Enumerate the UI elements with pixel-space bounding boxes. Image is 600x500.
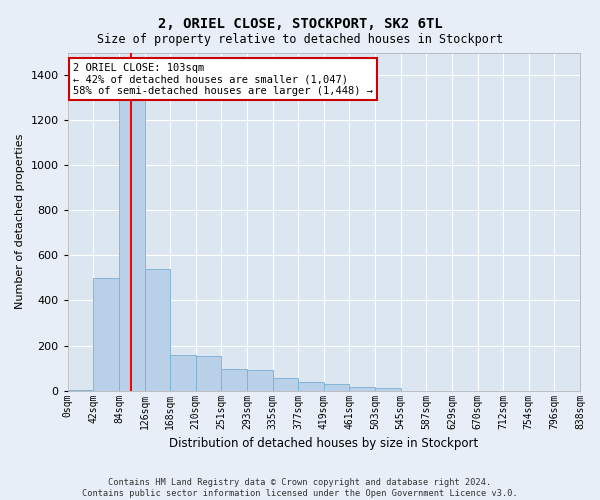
Bar: [349, 386, 375, 390]
Bar: [272, 378, 298, 390]
X-axis label: Distribution of detached houses by size in Stockport: Distribution of detached houses by size …: [169, 437, 478, 450]
Text: 2 ORIEL CLOSE: 103sqm
← 42% of detached houses are smaller (1,047)
58% of semi-d: 2 ORIEL CLOSE: 103sqm ← 42% of detached …: [73, 62, 373, 96]
Bar: [247, 370, 272, 390]
Bar: [298, 382, 324, 390]
Bar: [170, 354, 196, 390]
Y-axis label: Number of detached properties: Number of detached properties: [15, 134, 25, 310]
Text: 2, ORIEL CLOSE, STOCKPORT, SK2 6TL: 2, ORIEL CLOSE, STOCKPORT, SK2 6TL: [158, 18, 442, 32]
Bar: [324, 384, 349, 390]
Text: Size of property relative to detached houses in Stockport: Size of property relative to detached ho…: [97, 32, 503, 46]
Bar: [221, 369, 247, 390]
Bar: [196, 356, 221, 390]
Text: Contains HM Land Registry data © Crown copyright and database right 2024.
Contai: Contains HM Land Registry data © Crown c…: [82, 478, 518, 498]
Bar: [119, 84, 145, 390]
Bar: [375, 388, 401, 390]
Bar: [94, 278, 119, 390]
Bar: [145, 269, 170, 390]
